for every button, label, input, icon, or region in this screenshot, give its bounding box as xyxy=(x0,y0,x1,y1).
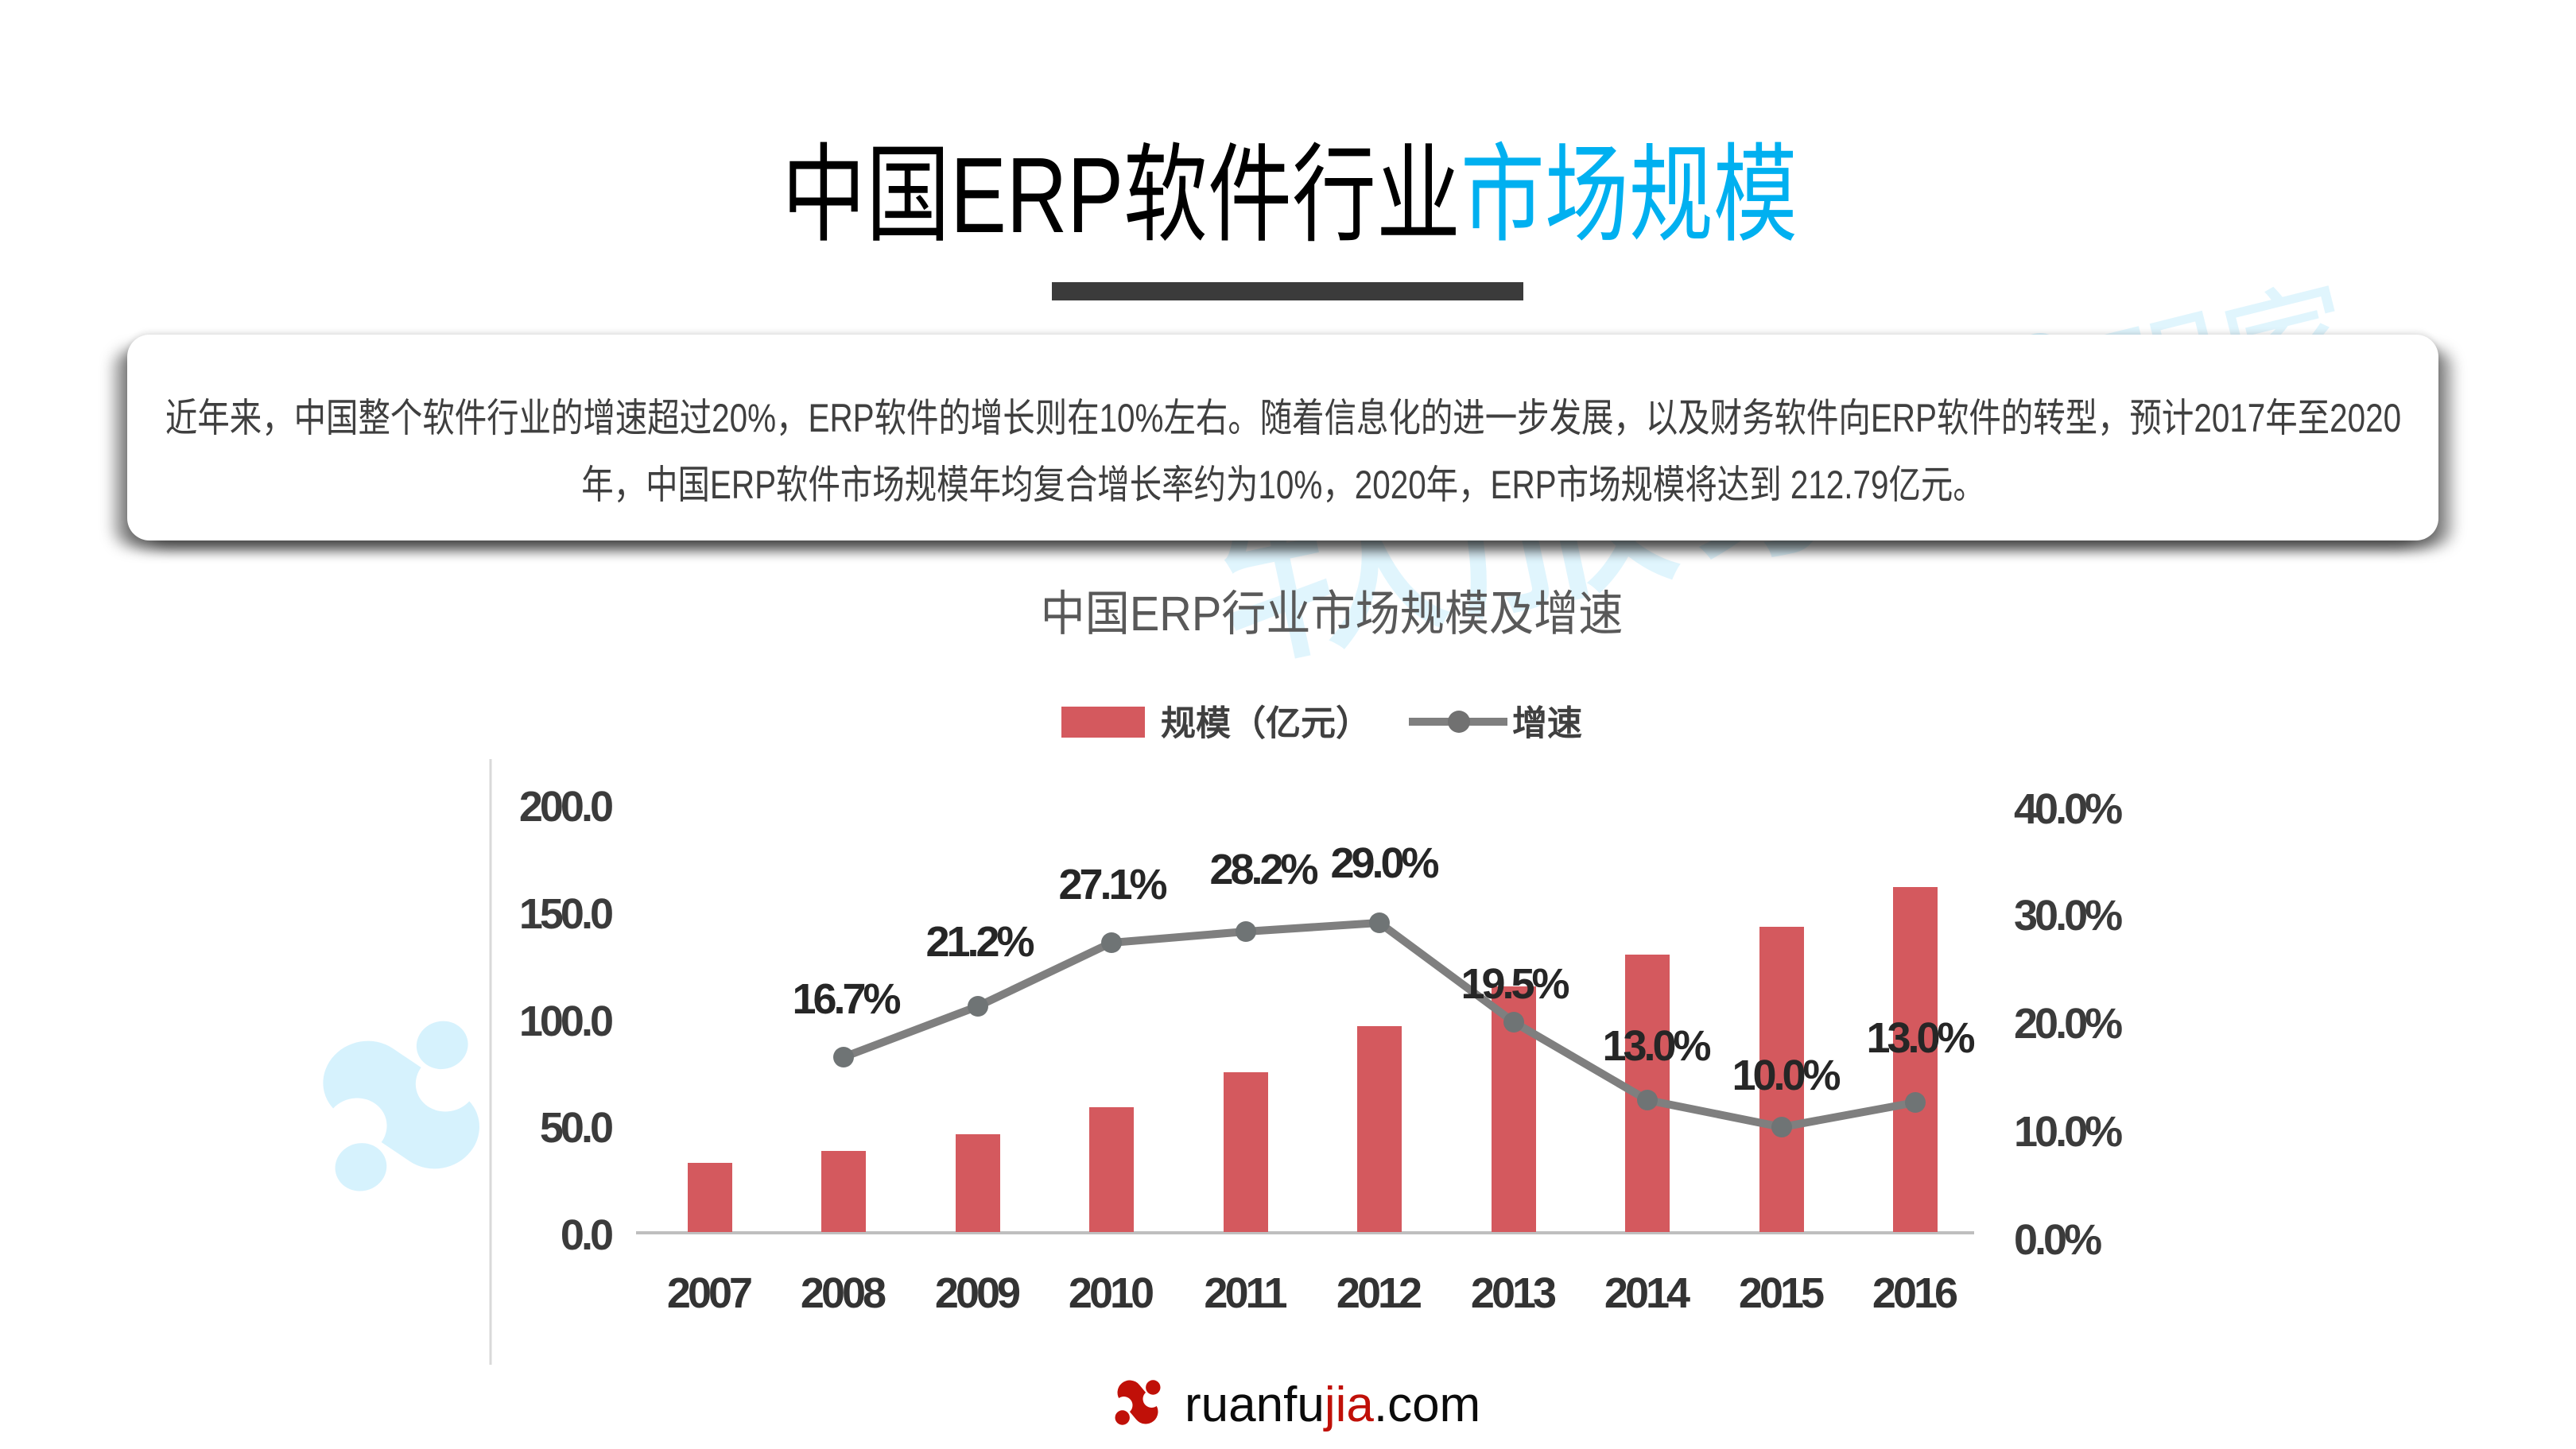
svg-text:2011: 2011 xyxy=(1204,1257,1286,1320)
svg-text:21.2%: 21.2% xyxy=(925,906,1034,969)
svg-text:13.0%: 13.0% xyxy=(1602,1010,1710,1073)
svg-text:13.0%: 13.0% xyxy=(1866,1002,1974,1065)
svg-text:150.0: 150.0 xyxy=(519,878,612,941)
svg-text:16.7%: 16.7% xyxy=(792,963,900,1026)
svg-text:28.2%: 28.2% xyxy=(1209,834,1317,897)
svg-text:29.0%: 29.0% xyxy=(1330,827,1438,890)
svg-text:30.0%: 30.0% xyxy=(2014,880,2122,943)
svg-text:2015: 2015 xyxy=(1739,1257,1824,1320)
svg-text:200.0: 200.0 xyxy=(519,771,612,834)
svg-text:20.0%: 20.0% xyxy=(2014,988,2122,1051)
svg-text:规模（亿元）: 规模（亿元） xyxy=(1161,695,1371,746)
svg-text:40.0%: 40.0% xyxy=(2014,773,2122,836)
svg-text:2010: 2010 xyxy=(1069,1257,1153,1320)
svg-text:2008: 2008 xyxy=(801,1257,886,1320)
svg-text:19.5%: 19.5% xyxy=(1461,948,1569,1011)
svg-text:2007: 2007 xyxy=(667,1257,751,1320)
svg-text:2014: 2014 xyxy=(1604,1257,1690,1320)
svg-text:10.0%: 10.0% xyxy=(1732,1040,1840,1102)
svg-text:2009: 2009 xyxy=(935,1257,1020,1320)
svg-text:27.1%: 27.1% xyxy=(1058,849,1166,912)
svg-text:2013: 2013 xyxy=(1471,1257,1556,1320)
svg-text:0.0: 0.0 xyxy=(561,1199,612,1262)
svg-text:0.0%: 0.0% xyxy=(2014,1204,2101,1267)
svg-text:2016: 2016 xyxy=(1872,1257,1957,1320)
svg-text:2012: 2012 xyxy=(1336,1257,1421,1320)
svg-text:增速: 增速 xyxy=(1512,695,1582,746)
svg-text:10.0%: 10.0% xyxy=(2014,1096,2122,1159)
svg-text:ruanfujia.com: ruanfujia.com xyxy=(1185,1377,1480,1432)
svg-text:50.0: 50.0 xyxy=(540,1092,612,1155)
svg-text:100.0: 100.0 xyxy=(519,986,612,1048)
